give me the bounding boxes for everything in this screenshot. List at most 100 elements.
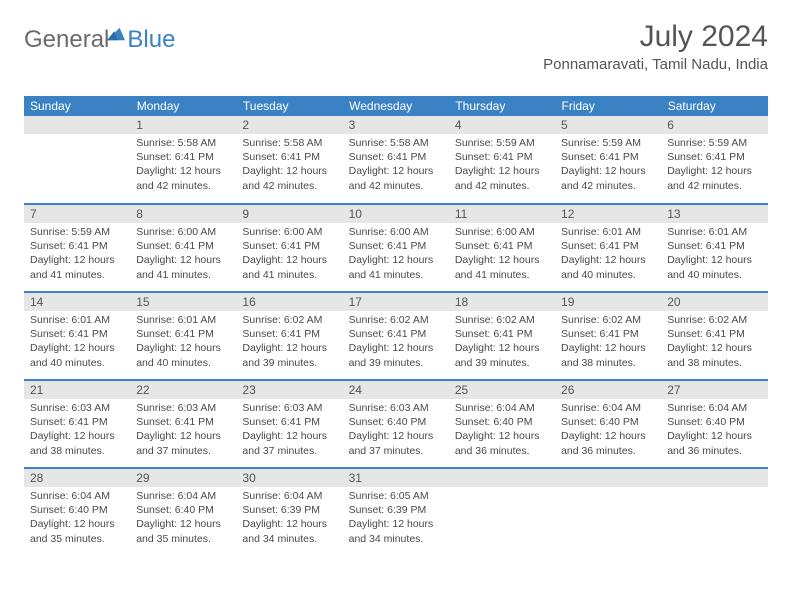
day-data: Sunrise: 6:02 AMSunset: 6:41 PMDaylight:… xyxy=(555,311,661,374)
day-number: 16 xyxy=(236,293,342,311)
day-data: Sunrise: 6:02 AMSunset: 6:41 PMDaylight:… xyxy=(661,311,767,374)
calendar-cell: 24Sunrise: 6:03 AMSunset: 6:40 PMDayligh… xyxy=(343,380,449,468)
calendar-cell xyxy=(555,468,661,556)
day-number: 31 xyxy=(343,469,449,487)
day-data: Sunrise: 6:00 AMSunset: 6:41 PMDaylight:… xyxy=(449,223,555,286)
weekday-header: Tuesday xyxy=(236,96,342,116)
calendar-cell: 2Sunrise: 5:58 AMSunset: 6:41 PMDaylight… xyxy=(236,116,342,204)
day-data: Sunrise: 6:04 AMSunset: 6:40 PMDaylight:… xyxy=(449,399,555,462)
calendar-cell: 31Sunrise: 6:05 AMSunset: 6:39 PMDayligh… xyxy=(343,468,449,556)
day-number: 22 xyxy=(130,381,236,399)
day-data: Sunrise: 6:01 AMSunset: 6:41 PMDaylight:… xyxy=(661,223,767,286)
day-data: Sunrise: 6:01 AMSunset: 6:41 PMDaylight:… xyxy=(130,311,236,374)
day-data: Sunrise: 6:03 AMSunset: 6:40 PMDaylight:… xyxy=(343,399,449,462)
day-number: 28 xyxy=(24,469,130,487)
calendar-cell: 6Sunrise: 5:59 AMSunset: 6:41 PMDaylight… xyxy=(661,116,767,204)
day-data: Sunrise: 6:04 AMSunset: 6:40 PMDaylight:… xyxy=(24,487,130,550)
day-number-empty xyxy=(555,469,661,487)
day-number: 4 xyxy=(449,116,555,134)
day-data: Sunrise: 6:00 AMSunset: 6:41 PMDaylight:… xyxy=(236,223,342,286)
calendar-cell: 7Sunrise: 5:59 AMSunset: 6:41 PMDaylight… xyxy=(24,204,130,292)
calendar-week-row: 7Sunrise: 5:59 AMSunset: 6:41 PMDaylight… xyxy=(24,204,768,292)
calendar-week-row: 1Sunrise: 5:58 AMSunset: 6:41 PMDaylight… xyxy=(24,116,768,204)
day-data: Sunrise: 6:03 AMSunset: 6:41 PMDaylight:… xyxy=(24,399,130,462)
weekday-header: Sunday xyxy=(24,96,130,116)
calendar-cell: 16Sunrise: 6:02 AMSunset: 6:41 PMDayligh… xyxy=(236,292,342,380)
day-number: 8 xyxy=(130,205,236,223)
logo-text-general: General xyxy=(24,26,109,54)
day-data: Sunrise: 5:58 AMSunset: 6:41 PMDaylight:… xyxy=(236,134,342,197)
weekday-header: Thursday xyxy=(449,96,555,116)
day-number: 29 xyxy=(130,469,236,487)
calendar-cell: 5Sunrise: 5:59 AMSunset: 6:41 PMDaylight… xyxy=(555,116,661,204)
day-number: 18 xyxy=(449,293,555,311)
weekday-header: Friday xyxy=(555,96,661,116)
calendar-cell: 14Sunrise: 6:01 AMSunset: 6:41 PMDayligh… xyxy=(24,292,130,380)
day-number: 25 xyxy=(449,381,555,399)
calendar-cell xyxy=(449,468,555,556)
calendar-cell: 4Sunrise: 5:59 AMSunset: 6:41 PMDaylight… xyxy=(449,116,555,204)
day-data: Sunrise: 6:02 AMSunset: 6:41 PMDaylight:… xyxy=(236,311,342,374)
day-data: Sunrise: 6:02 AMSunset: 6:41 PMDaylight:… xyxy=(449,311,555,374)
calendar-cell: 30Sunrise: 6:04 AMSunset: 6:39 PMDayligh… xyxy=(236,468,342,556)
calendar-cell xyxy=(24,116,130,204)
day-data: Sunrise: 6:05 AMSunset: 6:39 PMDaylight:… xyxy=(343,487,449,550)
location-subtitle: Ponnamaravati, Tamil Nadu, India xyxy=(543,56,768,73)
logo-triangle-icon xyxy=(107,20,125,48)
calendar-cell: 27Sunrise: 6:04 AMSunset: 6:40 PMDayligh… xyxy=(661,380,767,468)
calendar-header-row: SundayMondayTuesdayWednesdayThursdayFrid… xyxy=(24,96,768,116)
day-number: 19 xyxy=(555,293,661,311)
day-number: 9 xyxy=(236,205,342,223)
day-data: Sunrise: 6:02 AMSunset: 6:41 PMDaylight:… xyxy=(343,311,449,374)
day-data: Sunrise: 5:59 AMSunset: 6:41 PMDaylight:… xyxy=(555,134,661,197)
day-data: Sunrise: 5:59 AMSunset: 6:41 PMDaylight:… xyxy=(449,134,555,197)
day-number: 13 xyxy=(661,205,767,223)
day-data: Sunrise: 6:00 AMSunset: 6:41 PMDaylight:… xyxy=(343,223,449,286)
day-data: Sunrise: 5:58 AMSunset: 6:41 PMDaylight:… xyxy=(130,134,236,197)
day-number-empty xyxy=(661,469,767,487)
calendar-week-row: 14Sunrise: 6:01 AMSunset: 6:41 PMDayligh… xyxy=(24,292,768,380)
day-number: 14 xyxy=(24,293,130,311)
calendar-week-row: 21Sunrise: 6:03 AMSunset: 6:41 PMDayligh… xyxy=(24,380,768,468)
calendar-cell: 10Sunrise: 6:00 AMSunset: 6:41 PMDayligh… xyxy=(343,204,449,292)
calendar-cell: 21Sunrise: 6:03 AMSunset: 6:41 PMDayligh… xyxy=(24,380,130,468)
day-data: Sunrise: 5:58 AMSunset: 6:41 PMDaylight:… xyxy=(343,134,449,197)
day-number: 30 xyxy=(236,469,342,487)
brand-logo: General Blue xyxy=(24,26,175,54)
calendar-cell: 8Sunrise: 6:00 AMSunset: 6:41 PMDaylight… xyxy=(130,204,236,292)
day-number-empty xyxy=(449,469,555,487)
day-data: Sunrise: 6:04 AMSunset: 6:39 PMDaylight:… xyxy=(236,487,342,550)
logo-text-blue: Blue xyxy=(127,26,175,54)
calendar-body: 1Sunrise: 5:58 AMSunset: 6:41 PMDaylight… xyxy=(24,116,768,556)
calendar-cell: 9Sunrise: 6:00 AMSunset: 6:41 PMDaylight… xyxy=(236,204,342,292)
day-number: 2 xyxy=(236,116,342,134)
calendar-cell: 3Sunrise: 5:58 AMSunset: 6:41 PMDaylight… xyxy=(343,116,449,204)
calendar-table: SundayMondayTuesdayWednesdayThursdayFrid… xyxy=(24,96,768,556)
calendar-cell: 15Sunrise: 6:01 AMSunset: 6:41 PMDayligh… xyxy=(130,292,236,380)
calendar-cell: 22Sunrise: 6:03 AMSunset: 6:41 PMDayligh… xyxy=(130,380,236,468)
day-number: 12 xyxy=(555,205,661,223)
day-number: 5 xyxy=(555,116,661,134)
day-number: 26 xyxy=(555,381,661,399)
weekday-header: Monday xyxy=(130,96,236,116)
day-data: Sunrise: 6:03 AMSunset: 6:41 PMDaylight:… xyxy=(236,399,342,462)
calendar-week-row: 28Sunrise: 6:04 AMSunset: 6:40 PMDayligh… xyxy=(24,468,768,556)
day-number: 15 xyxy=(130,293,236,311)
calendar-cell xyxy=(661,468,767,556)
day-number: 1 xyxy=(130,116,236,134)
calendar-cell: 29Sunrise: 6:04 AMSunset: 6:40 PMDayligh… xyxy=(130,468,236,556)
calendar-cell: 18Sunrise: 6:02 AMSunset: 6:41 PMDayligh… xyxy=(449,292,555,380)
day-number: 7 xyxy=(24,205,130,223)
month-title: July 2024 xyxy=(543,20,768,54)
calendar-cell: 23Sunrise: 6:03 AMSunset: 6:41 PMDayligh… xyxy=(236,380,342,468)
calendar-cell: 12Sunrise: 6:01 AMSunset: 6:41 PMDayligh… xyxy=(555,204,661,292)
day-number: 3 xyxy=(343,116,449,134)
calendar-cell: 28Sunrise: 6:04 AMSunset: 6:40 PMDayligh… xyxy=(24,468,130,556)
day-number: 20 xyxy=(661,293,767,311)
day-number: 21 xyxy=(24,381,130,399)
day-number: 24 xyxy=(343,381,449,399)
day-number: 17 xyxy=(343,293,449,311)
day-data: Sunrise: 6:04 AMSunset: 6:40 PMDaylight:… xyxy=(555,399,661,462)
day-number: 23 xyxy=(236,381,342,399)
day-number-empty xyxy=(24,116,130,134)
